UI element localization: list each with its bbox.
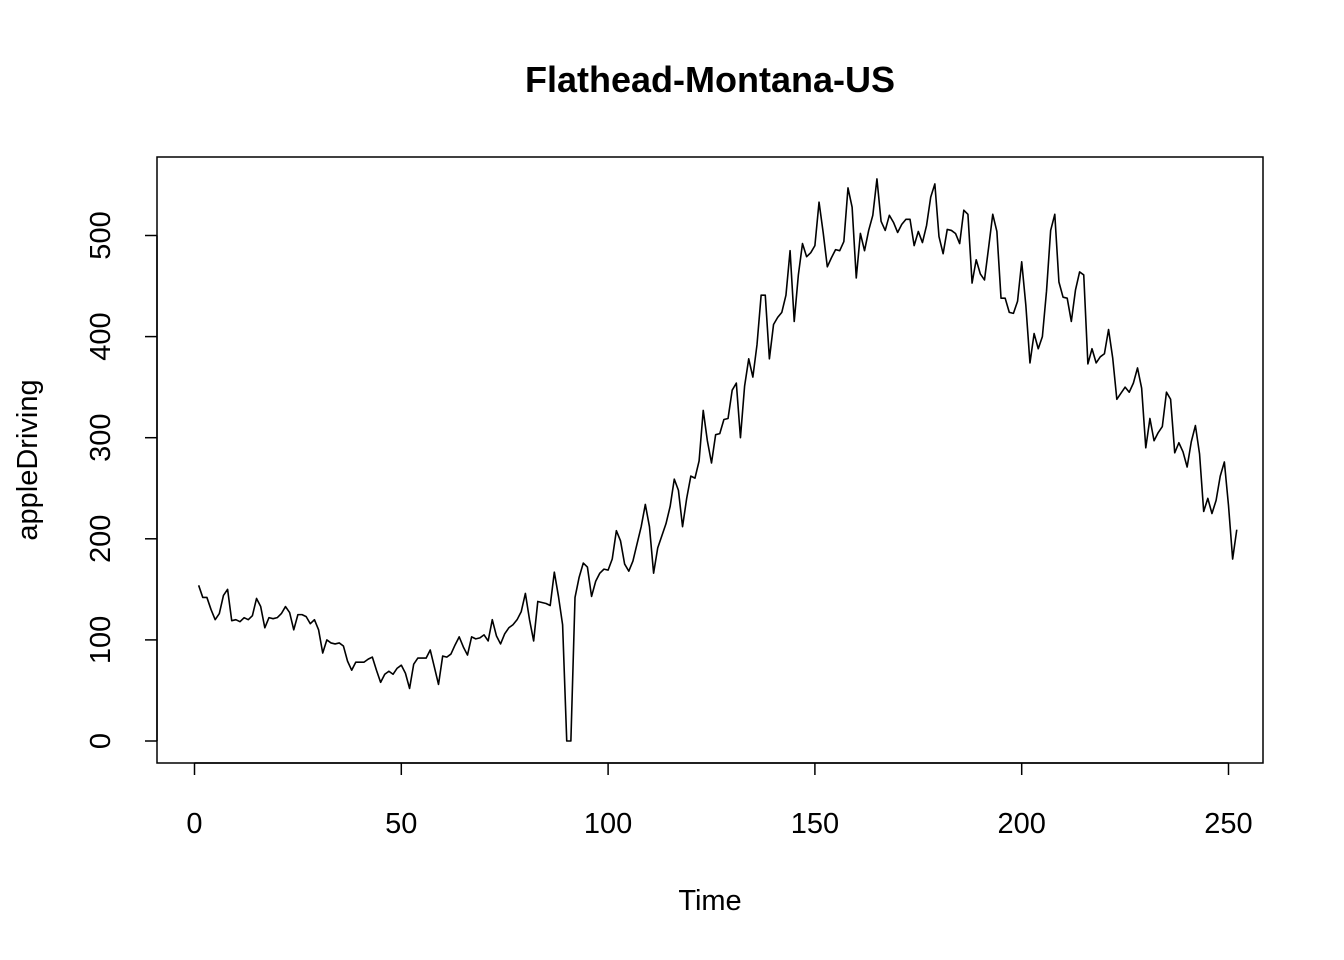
plot-frame <box>156 156 1264 764</box>
y-tick-label: 500 <box>85 211 117 259</box>
y-axis-title: appleDriving <box>12 379 44 540</box>
y-tick-label: 0 <box>85 733 117 749</box>
x-tick-label: 150 <box>791 808 839 840</box>
y-tick-label: 400 <box>85 312 117 360</box>
x-tick-label: 100 <box>584 808 632 840</box>
y-tick-label: 100 <box>85 616 117 664</box>
x-tick-label: 0 <box>186 808 202 840</box>
series-line-0 <box>197 178 1238 742</box>
x-tick-label: 250 <box>1204 808 1252 840</box>
y-tick-label: 200 <box>85 515 117 563</box>
x-axis-title: Time <box>678 885 741 917</box>
y-tick-label: 300 <box>85 414 117 462</box>
y-axis: 0 100 200 300 400 500 <box>85 211 158 749</box>
chart-title: Flathead-Montana-US <box>525 59 895 100</box>
x-axis: 0 50 100 150 200 250 <box>186 762 1253 840</box>
x-tick-label: 200 <box>998 808 1046 840</box>
x-tick-label: 50 <box>385 808 417 840</box>
series-layer <box>197 178 1238 742</box>
